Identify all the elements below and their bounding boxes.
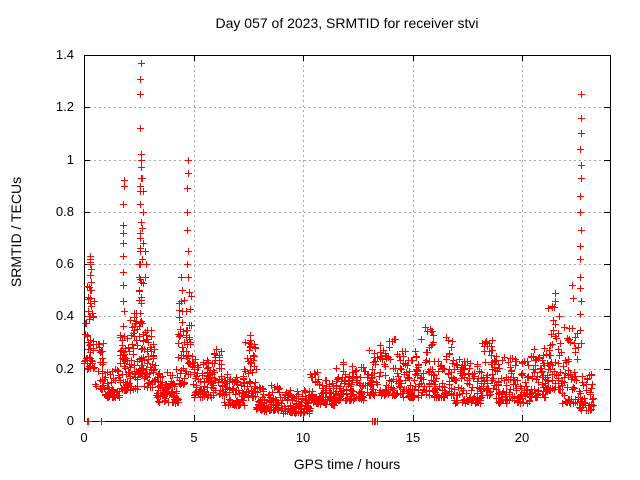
y-tick-label: 0.6 <box>55 256 74 271</box>
axis-ticks <box>84 55 610 422</box>
y-tick-label: 0.8 <box>55 204 74 219</box>
x-tick-label: 15 <box>405 430 421 445</box>
x-tick-label: 20 <box>514 430 530 445</box>
y-tick-label: 0.2 <box>55 361 74 376</box>
x-axis-label: GPS time / hours <box>293 456 401 472</box>
y-tick-label: 1 <box>66 152 74 167</box>
plot-frame <box>84 55 611 422</box>
y-tick-label: 1.4 <box>55 47 74 62</box>
x-tick-label: 0 <box>80 430 88 445</box>
x-tick-label: 10 <box>295 430 311 445</box>
data-points <box>81 60 597 425</box>
x-tick-label: 5 <box>190 430 198 445</box>
y-tick-label: 0.4 <box>55 308 74 323</box>
y-tick-label: 0 <box>66 413 74 428</box>
gridlines <box>84 55 610 421</box>
chart-title: Day 057 of 2023, SRMTID for receiver stv… <box>215 15 479 31</box>
y-tick-label: 1.2 <box>55 99 74 114</box>
y-axis-label: SRMTID / TECUs <box>8 176 24 288</box>
